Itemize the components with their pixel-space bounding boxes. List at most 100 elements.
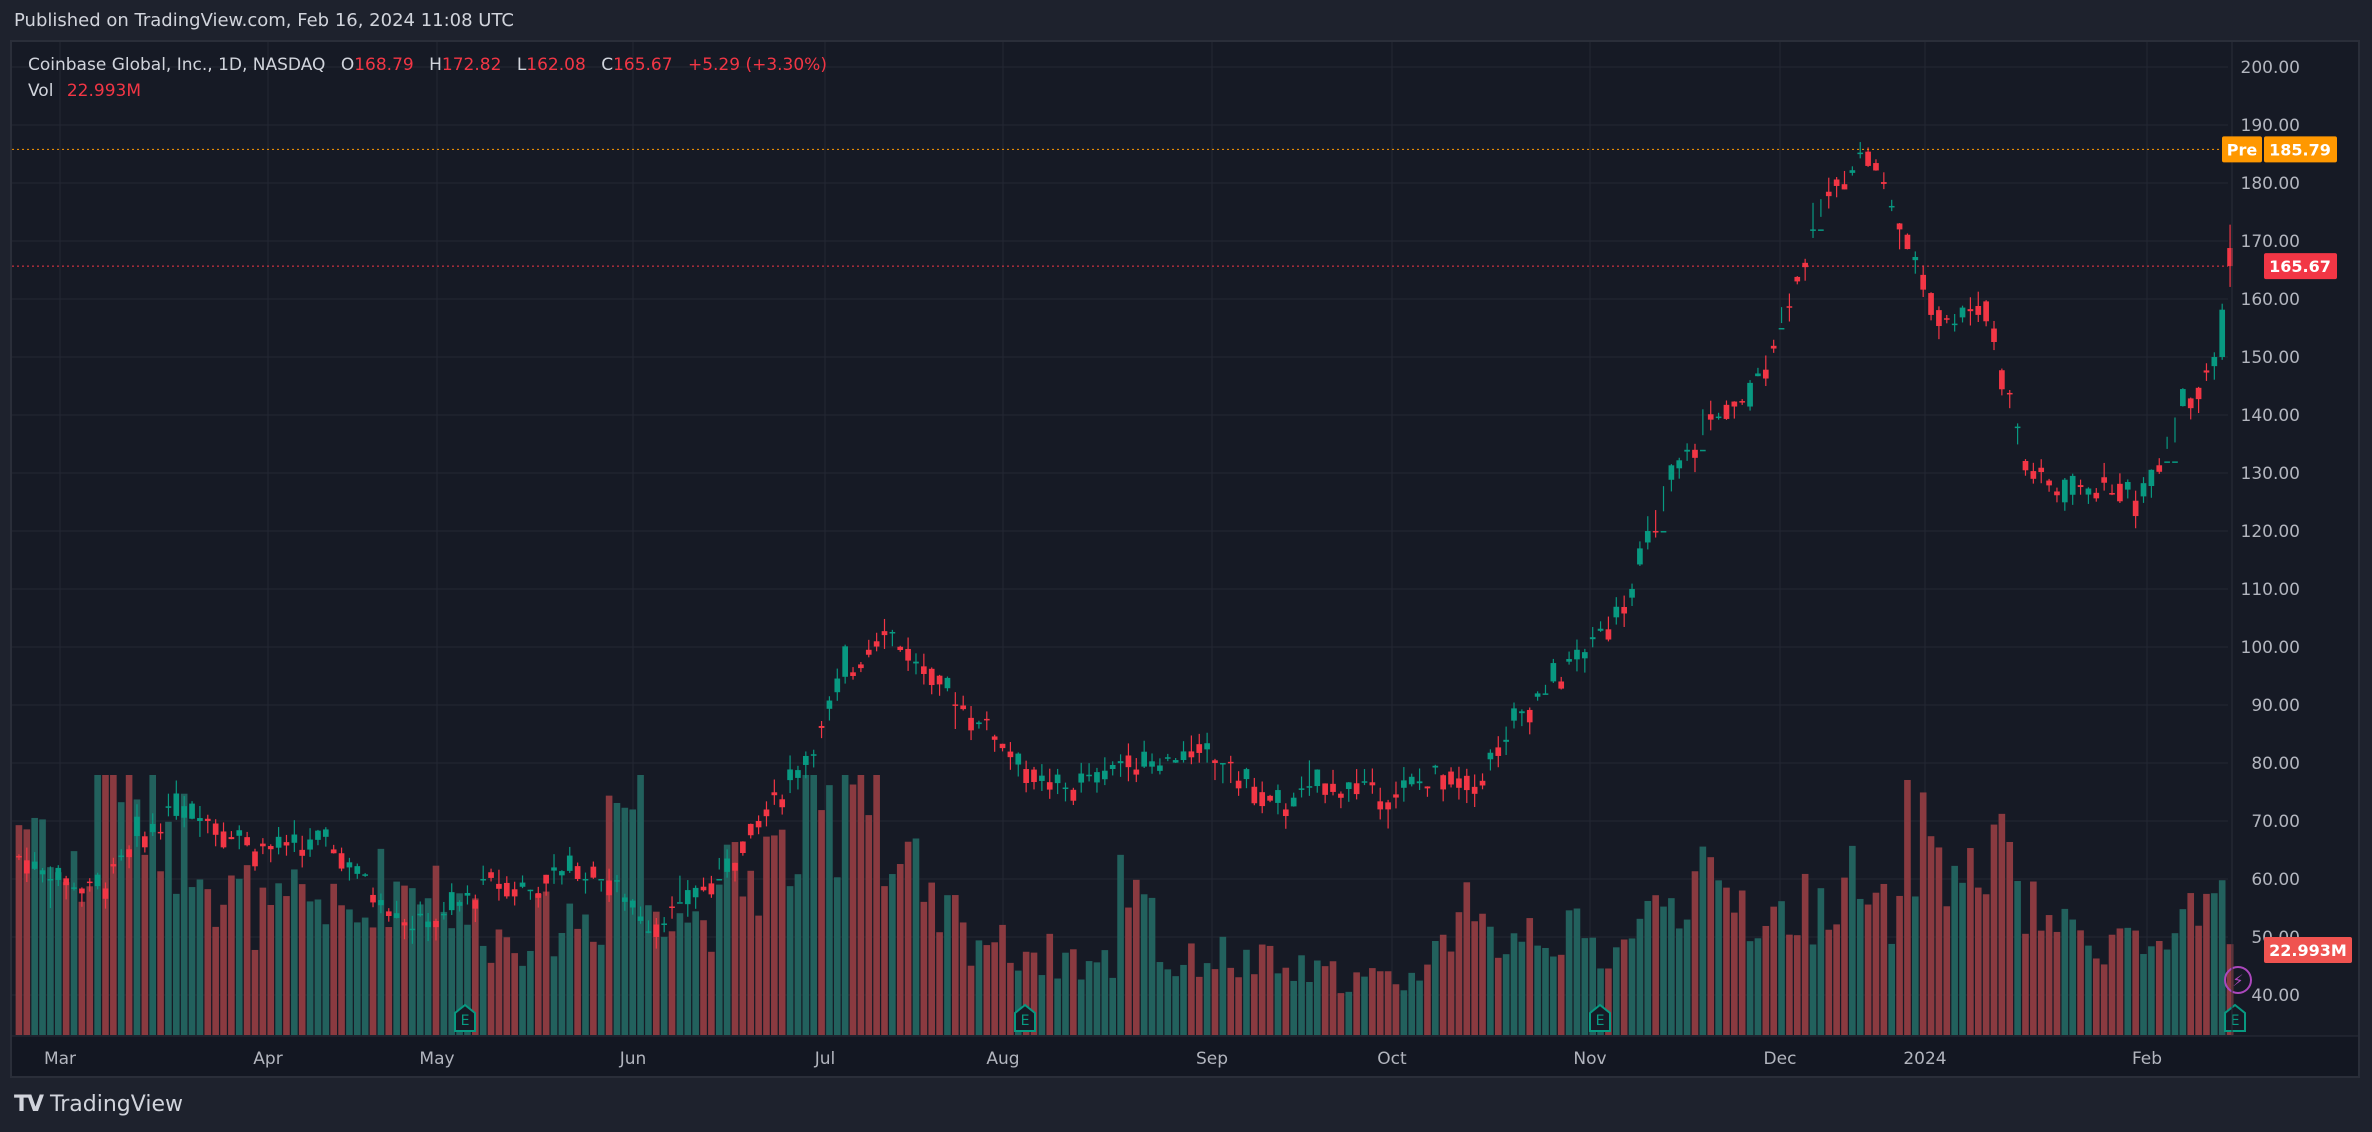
candle-body xyxy=(1731,401,1738,407)
volume-bar xyxy=(2195,925,2202,1035)
price-tick-label: 160.00 xyxy=(2241,290,2300,310)
volume-bar xyxy=(196,879,204,1035)
candle-body xyxy=(779,799,786,808)
candle-body xyxy=(1794,276,1801,282)
volume-bar xyxy=(267,904,275,1035)
candle-body xyxy=(1188,751,1195,758)
candle-body xyxy=(999,743,1006,749)
earnings-marker-icon[interactable]: E xyxy=(2224,1003,2246,1032)
volume-bar xyxy=(1109,977,1117,1035)
volume-bar xyxy=(668,931,676,1035)
pre-tag xyxy=(2222,136,2262,163)
volume-bar xyxy=(1872,892,1880,1035)
volume-bar xyxy=(605,795,613,1035)
time-tick-label: Oct xyxy=(1377,1049,1407,1069)
footer-brand[interactable]: TV TradingView xyxy=(14,1092,183,1117)
candle-body xyxy=(1290,797,1297,807)
candle-body xyxy=(1684,449,1690,452)
candle-body xyxy=(1558,681,1565,689)
candle-body xyxy=(755,821,762,828)
earnings-marker-icon[interactable]: E xyxy=(1589,1003,1611,1032)
candle-body xyxy=(1101,770,1108,780)
volume-bar xyxy=(1487,926,1494,1035)
volume-bar xyxy=(1967,848,1974,1035)
candle-body xyxy=(551,867,557,871)
candle-body xyxy=(142,836,148,848)
time-axis[interactable]: Mar Apr May Jun Jul Aug Sep Oct Nov Dec 2024 Feb xyxy=(12,42,2358,1076)
volume-bar xyxy=(2092,958,2100,1035)
volume-bar xyxy=(1219,936,1227,1035)
candle-body xyxy=(1353,783,1360,795)
price-candles xyxy=(16,142,2233,949)
volume-bar xyxy=(794,874,802,1035)
candle-body xyxy=(1117,761,1124,764)
candle-body xyxy=(2085,488,2092,495)
volume-bar xyxy=(369,927,377,1035)
candle-body xyxy=(2006,392,2013,395)
svg-text:E: E xyxy=(461,1013,470,1029)
price-axis[interactable]: 40.0050.0060.0070.0080.0090.00100.00110.… xyxy=(2241,58,2300,1006)
tradingview-logo-icon: TV xyxy=(14,1092,44,1117)
candle-body xyxy=(535,893,542,898)
candle-body xyxy=(448,892,455,911)
candle-body xyxy=(590,866,597,878)
volume-bar xyxy=(1817,888,1825,1035)
earnings-markers[interactable]: E E E E ⚡ xyxy=(454,966,2252,1032)
lightning-marker-icon[interactable]: ⚡ xyxy=(2224,966,2252,994)
candle-body xyxy=(417,913,424,916)
candle-body xyxy=(110,864,117,867)
volume-bar xyxy=(291,869,298,1035)
volume-bar xyxy=(2069,919,2076,1035)
candle-body xyxy=(1825,191,1832,197)
volume-bar xyxy=(353,922,361,1035)
candle-body xyxy=(1778,328,1785,330)
candle-body xyxy=(1888,205,1895,208)
volume-bar xyxy=(1731,912,1738,1035)
earnings-marker-icon[interactable]: E xyxy=(454,1003,476,1032)
time-tick-label: Feb xyxy=(2132,1049,2162,1069)
candle-body xyxy=(858,664,864,669)
volume-bar xyxy=(1557,954,1565,1035)
candle-body xyxy=(2077,485,2084,488)
earnings-marker-icon[interactable]: E xyxy=(1014,1003,1036,1032)
candle-body xyxy=(228,837,235,840)
candle-body xyxy=(2132,500,2139,517)
volume-bar xyxy=(1188,943,1195,1035)
candle-body xyxy=(1495,747,1502,756)
price-tick-label: 170.00 xyxy=(2241,232,2300,252)
volume-bar xyxy=(849,784,857,1035)
candle-body xyxy=(527,889,534,892)
volume-bar xyxy=(361,917,369,1035)
volume-bar xyxy=(401,885,408,1035)
volume-bar xyxy=(621,807,629,1035)
ohlc-row: Coinbase Global, Inc., 1D, NASDAQ O168.7… xyxy=(28,52,827,78)
candlestick-chart[interactable]: E E E E ⚡ 40.0050.0060.0070.0080.0090.00100.… xyxy=(12,42,2358,1076)
close-label: C xyxy=(601,55,614,75)
volume-bar xyxy=(1211,969,1219,1035)
last-price-tag xyxy=(2264,253,2337,280)
volume-bar xyxy=(2203,893,2210,1035)
volume-bar xyxy=(1282,967,1290,1035)
candle-body xyxy=(1039,775,1045,781)
volume-bar xyxy=(1605,968,1612,1035)
price-tick-label: 180.00 xyxy=(2241,174,2300,194)
symbol-title[interactable]: Coinbase Global, Inc., 1D, NASDAQ xyxy=(28,55,326,75)
candle-body xyxy=(1070,789,1077,801)
volume-bar xyxy=(1416,980,1423,1035)
candle-body xyxy=(826,700,833,709)
volume-bar xyxy=(802,775,810,1035)
volume-bar xyxy=(692,911,699,1035)
candle-body xyxy=(86,881,93,884)
volume-bar xyxy=(1337,993,1345,1035)
volume-bar xyxy=(2140,954,2147,1035)
volume-bar xyxy=(1369,968,1376,1035)
volume-bar xyxy=(1801,873,1809,1035)
volume-bar xyxy=(1691,871,1699,1035)
volume-bar xyxy=(2006,841,2014,1035)
candle-body xyxy=(2219,309,2226,357)
volume-bar xyxy=(424,898,432,1035)
volume-bar xyxy=(204,889,212,1035)
volume-bar xyxy=(1070,949,1077,1035)
volume-bar xyxy=(1195,976,1203,1035)
candle-body xyxy=(1581,652,1588,659)
